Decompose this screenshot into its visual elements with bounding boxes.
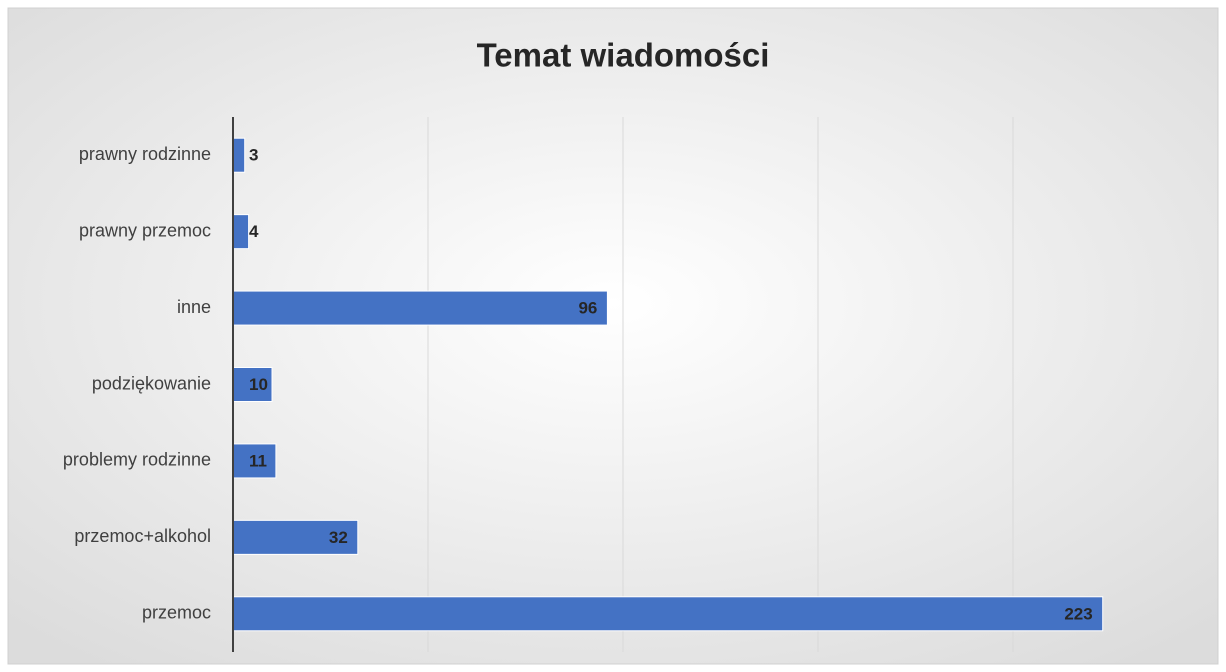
y-tick-label: podziękowanie [92, 373, 211, 393]
chart-title: Temat wiadomości [477, 37, 770, 74]
bar [232, 596, 1104, 632]
y-tick-label: przemoc [142, 603, 211, 623]
data-label: 96 [578, 299, 597, 318]
data-label: 4 [249, 222, 259, 241]
y-tick-label: inne [177, 297, 211, 317]
y-tick-label: przemoc+alkohol [74, 526, 211, 546]
data-label: 223 [1064, 604, 1092, 623]
bar [232, 519, 359, 555]
bar [232, 137, 246, 173]
data-label: 32 [329, 528, 348, 547]
data-label: 10 [249, 375, 268, 394]
bar [232, 443, 277, 479]
data-label: 3 [249, 146, 258, 165]
chart-background [7, 7, 1219, 665]
data-label: 11 [249, 451, 267, 470]
y-tick-label: prawny przemoc [79, 220, 211, 240]
bar [232, 367, 273, 402]
bar [232, 214, 250, 250]
y-tick-label: problemy rodzinne [63, 450, 211, 470]
bar [232, 290, 608, 326]
y-tick-label: prawny rodzinne [79, 144, 211, 164]
